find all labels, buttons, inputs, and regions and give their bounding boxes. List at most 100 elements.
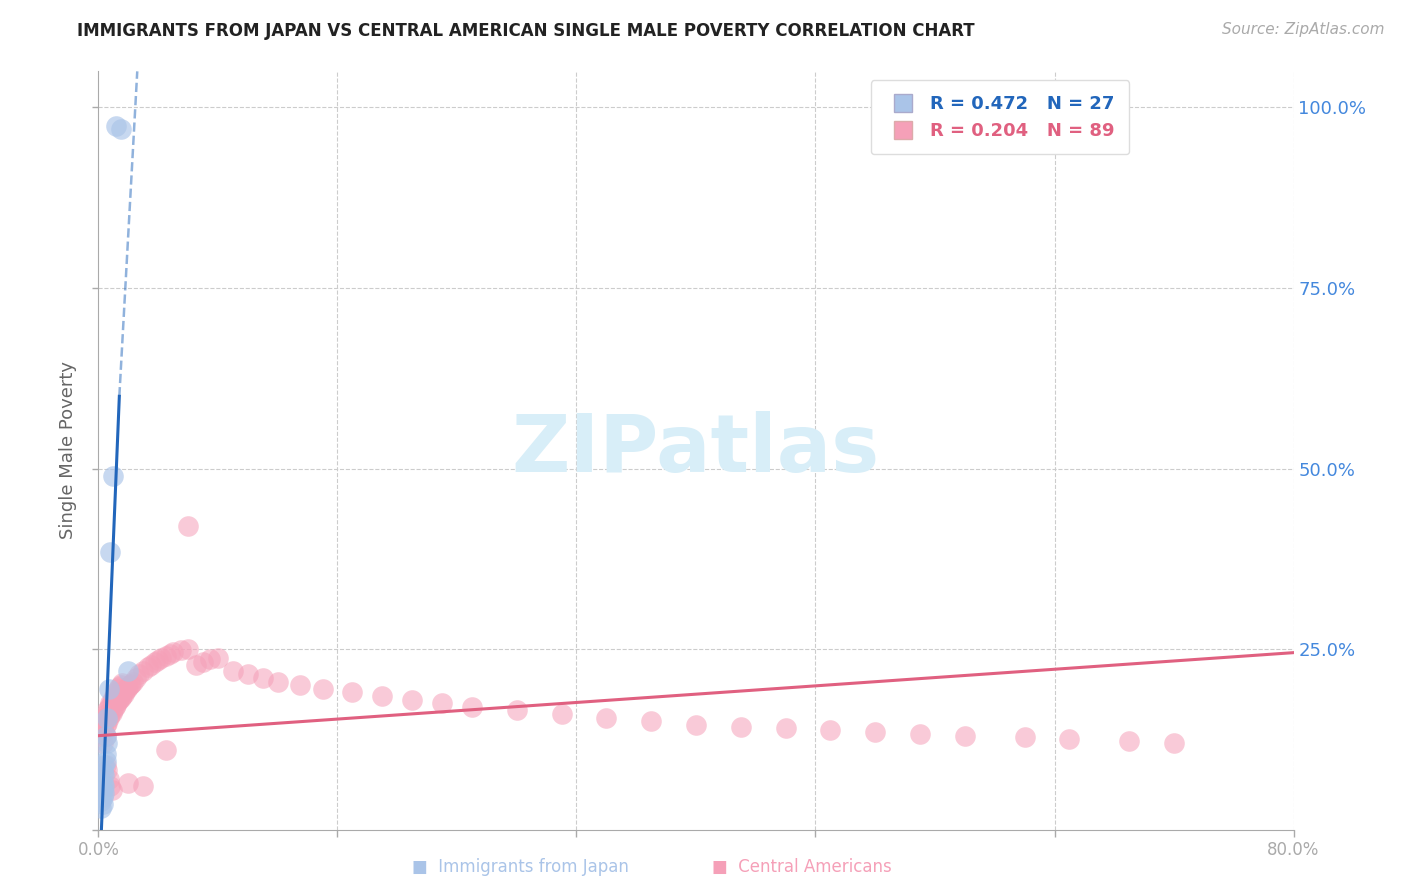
Point	[104, 688, 127, 702]
Point	[132, 779, 155, 793]
Point	[730, 720, 752, 734]
Point	[98, 708, 122, 723]
Point	[91, 782, 114, 797]
Text: ■  Immigrants from Japan: ■ Immigrants from Japan	[412, 858, 628, 876]
Point	[288, 678, 311, 692]
Point	[430, 696, 453, 710]
Point	[89, 790, 111, 805]
Point	[342, 685, 364, 699]
Point	[97, 772, 120, 786]
Point	[155, 649, 177, 664]
Point	[143, 655, 166, 669]
Point	[104, 699, 127, 714]
Point	[112, 687, 135, 701]
Point	[97, 711, 120, 725]
Point	[94, 754, 117, 768]
Point	[94, 706, 117, 721]
Legend: R = 0.472   N = 27, R = 0.204   N = 89: R = 0.472 N = 27, R = 0.204 N = 89	[870, 80, 1129, 154]
Point	[93, 725, 115, 739]
Point	[139, 657, 162, 672]
Point	[184, 657, 207, 672]
Point	[94, 729, 117, 743]
Point	[111, 676, 134, 690]
Point	[103, 468, 125, 483]
Point	[90, 788, 112, 802]
Point	[311, 681, 333, 696]
Point	[115, 681, 138, 696]
Point	[98, 696, 122, 710]
Point	[169, 643, 191, 657]
Point	[94, 718, 117, 732]
Point	[461, 699, 484, 714]
Point	[685, 718, 707, 732]
Point	[97, 699, 120, 714]
Point	[110, 122, 132, 136]
Point	[267, 674, 290, 689]
Point	[125, 671, 148, 685]
Point	[107, 694, 129, 708]
Point	[820, 723, 842, 737]
Point	[91, 718, 114, 732]
Point	[90, 729, 112, 743]
Text: ■  Central Americans: ■ Central Americans	[711, 858, 891, 876]
Point	[91, 790, 114, 805]
Point	[177, 519, 200, 533]
Point	[110, 691, 132, 706]
Point	[94, 757, 117, 772]
Point	[90, 801, 112, 815]
Point	[595, 711, 617, 725]
Point	[371, 689, 394, 703]
Point	[121, 674, 143, 689]
Point	[865, 725, 887, 739]
Point	[96, 703, 118, 717]
Point	[118, 678, 141, 692]
Point	[401, 692, 423, 706]
Point	[91, 775, 114, 789]
Point	[93, 768, 115, 782]
Point	[177, 642, 200, 657]
Point	[252, 671, 274, 685]
Point	[93, 787, 115, 801]
Point	[155, 743, 177, 757]
Point	[506, 703, 529, 717]
Point	[97, 681, 120, 696]
Point	[222, 664, 245, 678]
Point	[90, 775, 112, 789]
Point	[148, 653, 170, 667]
Point	[114, 684, 136, 698]
Point	[91, 736, 114, 750]
Point	[908, 727, 931, 741]
Point	[91, 764, 114, 779]
Point	[103, 691, 125, 706]
Point	[132, 664, 155, 678]
Point	[550, 706, 572, 721]
Point	[136, 660, 159, 674]
Point	[91, 797, 114, 812]
Point	[640, 714, 662, 729]
Point	[101, 706, 124, 720]
Point	[117, 680, 139, 694]
Y-axis label: Single Male Poverty: Single Male Poverty	[59, 361, 77, 540]
Point	[96, 715, 118, 730]
Point	[111, 689, 134, 703]
Point	[103, 703, 125, 717]
Point	[101, 694, 124, 708]
Point	[96, 711, 118, 725]
Point	[207, 650, 229, 665]
Point	[1014, 730, 1036, 744]
Text: IMMIGRANTS FROM JAPAN VS CENTRAL AMERICAN SINGLE MALE POVERTY CORRELATION CHART: IMMIGRANTS FROM JAPAN VS CENTRAL AMERICA…	[77, 22, 974, 40]
Point	[775, 722, 797, 736]
Point	[108, 680, 131, 694]
Point	[117, 664, 139, 678]
Point	[105, 685, 128, 699]
Text: Source: ZipAtlas.com: Source: ZipAtlas.com	[1222, 22, 1385, 37]
Point	[1163, 736, 1185, 750]
Text: ZIPatlas: ZIPatlas	[512, 411, 880, 490]
Point	[236, 667, 259, 681]
Point	[93, 757, 115, 772]
Point	[117, 775, 139, 789]
Point	[90, 794, 112, 808]
Point	[159, 647, 181, 661]
Point	[101, 782, 124, 797]
Point	[94, 747, 117, 761]
